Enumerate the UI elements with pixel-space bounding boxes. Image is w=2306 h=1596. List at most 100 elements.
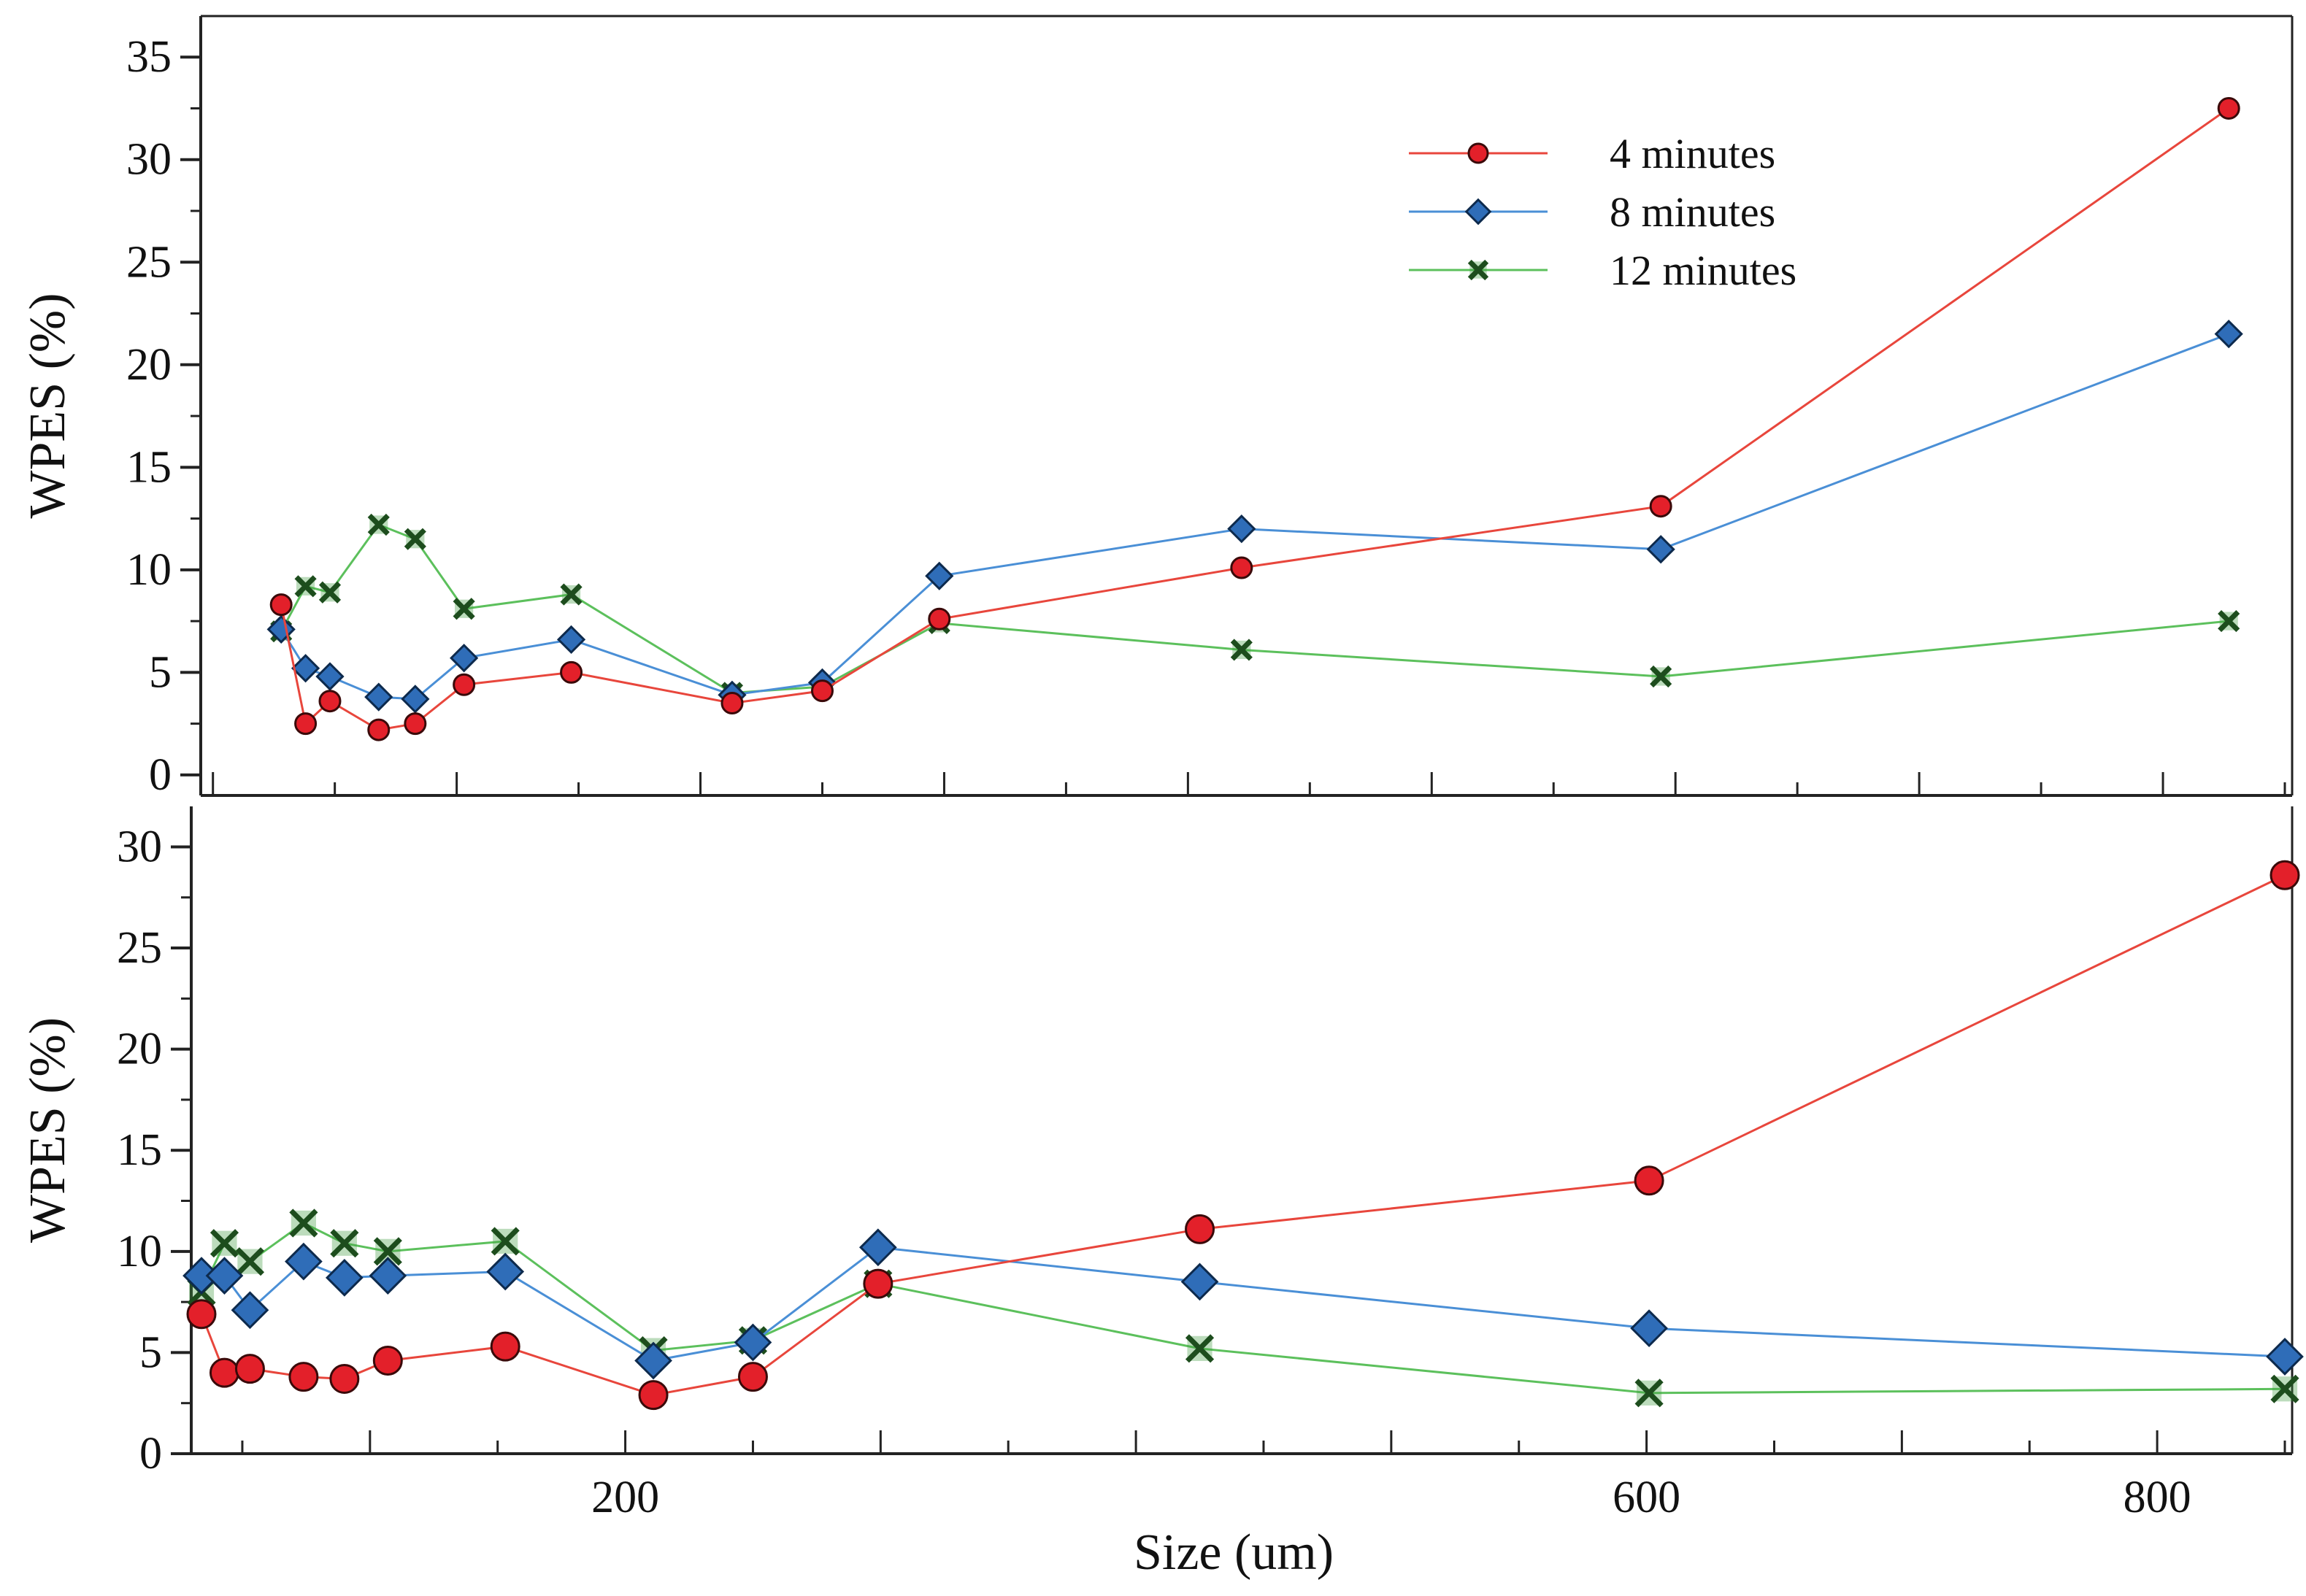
legend-item-red: 4 minutes xyxy=(1409,130,1775,177)
bottom-data-point-red xyxy=(186,1299,217,1330)
bottom-data-point-blue xyxy=(369,1257,407,1295)
top-y-tick-label: 30 xyxy=(126,135,172,185)
top-data-point-red xyxy=(560,660,583,684)
bottom-series-green xyxy=(187,1208,2299,1408)
bottom-data-point-green xyxy=(1185,1334,1215,1363)
bottom-series-red xyxy=(186,860,2300,1411)
x-tick-label: 200 xyxy=(591,1473,659,1522)
top-y-tick-label: 25 xyxy=(126,237,172,287)
legend-marker-blue xyxy=(1464,198,1492,225)
top-data-point-green xyxy=(404,528,426,550)
bottom-y-tick-label: 30 xyxy=(117,822,162,871)
bottom-y-tick-label: 15 xyxy=(117,1125,162,1175)
top-y-tick-label: 5 xyxy=(149,647,172,697)
top-data-point-blue xyxy=(556,625,586,655)
top-data-point-red xyxy=(294,712,318,736)
top-data-point-red xyxy=(1649,495,1672,518)
top-data-point-green xyxy=(1230,639,1253,661)
top-data-point-green xyxy=(2218,610,2240,633)
top-data-point-green xyxy=(453,598,475,620)
bottom-y-tick-label: 25 xyxy=(117,923,162,973)
top-data-point-blue xyxy=(291,654,320,683)
x-tick-label: 600 xyxy=(1613,1473,1680,1522)
top-data-point-blue xyxy=(450,644,479,673)
top-data-point-blue xyxy=(401,685,430,714)
top-data-point-red xyxy=(453,673,476,696)
x-tick-label: 800 xyxy=(2124,1473,2191,1522)
bottom-y-axis-label: WPES (%) xyxy=(20,1017,76,1243)
bottom-data-point-red xyxy=(329,1363,360,1394)
bottom-data-point-blue xyxy=(634,1341,672,1380)
bottom-data-point-red xyxy=(1185,1214,1215,1244)
top-y-tick-label: 20 xyxy=(126,340,172,390)
top-data-point-blue xyxy=(925,561,954,590)
top-data-point-green xyxy=(318,581,342,604)
bottom-y-tick-label: 10 xyxy=(117,1227,162,1276)
bottom-data-point-red xyxy=(638,1380,669,1411)
x-axis-label: Size (um) xyxy=(1134,1524,1334,1581)
legend-marker-green xyxy=(1467,259,1489,281)
bottom-data-point-blue xyxy=(858,1228,897,1267)
top-data-point-red xyxy=(367,718,391,741)
top-data-point-green xyxy=(560,583,583,606)
top-series-red xyxy=(269,96,2240,741)
bottom-panel: 0 5 10 15 20 25 30 200 600 800 WPES (%) Size (um) xyxy=(20,806,2304,1581)
top-series-blue xyxy=(266,320,2243,714)
top-data-point-red xyxy=(318,690,342,713)
bottom-series-line-red xyxy=(200,874,2286,1397)
legend-label: 4 minutes xyxy=(1610,130,1775,177)
bottom-data-point-red xyxy=(490,1331,520,1362)
top-data-point-blue xyxy=(1227,514,1256,544)
bottom-data-point-red xyxy=(234,1354,265,1384)
bottom-data-point-red xyxy=(288,1362,319,1392)
legend: 4 minutes 8 minutes 12 minutes xyxy=(1409,130,1796,294)
top-y-axis-label: WPES (%) xyxy=(20,293,76,518)
top-data-point-red xyxy=(720,692,744,715)
legend-item-blue: 8 minutes xyxy=(1409,188,1775,236)
top-data-point-blue xyxy=(315,662,345,691)
bottom-data-point-blue xyxy=(205,1257,244,1295)
bottom-series-blue xyxy=(182,1228,2304,1380)
top-data-point-red xyxy=(404,712,427,736)
top-data-point-green xyxy=(367,513,390,536)
bottom-data-point-blue xyxy=(734,1323,772,1362)
bottom-data-point-blue xyxy=(285,1242,323,1281)
top-data-point-blue xyxy=(1646,535,1675,564)
bottom-data-point-red xyxy=(737,1362,768,1392)
bottom-data-point-green xyxy=(289,1208,318,1238)
bottom-data-point-red xyxy=(863,1268,893,1299)
legend-marker-red xyxy=(1467,142,1489,164)
top-data-point-green xyxy=(294,575,317,598)
bottom-data-point-green xyxy=(491,1227,520,1256)
bottom-data-point-red xyxy=(209,1357,239,1388)
bottom-y-tick-label: 20 xyxy=(117,1025,162,1074)
bottom-data-point-red xyxy=(1634,1165,1664,1196)
top-data-point-red xyxy=(2217,96,2240,120)
bottom-data-point-green xyxy=(235,1247,265,1276)
top-data-point-red xyxy=(928,607,951,631)
top-data-point-red xyxy=(810,679,834,703)
legend-label: 12 minutes xyxy=(1610,247,1796,294)
bottom-data-point-blue xyxy=(231,1291,269,1330)
bottom-y-tick-label: 5 xyxy=(139,1327,162,1377)
bottom-data-point-blue xyxy=(325,1258,364,1297)
legend-label: 8 minutes xyxy=(1610,188,1775,236)
top-data-point-green xyxy=(1650,665,1672,688)
top-y-tick-label: 0 xyxy=(149,750,172,800)
top-data-point-blue xyxy=(2214,320,2243,349)
bottom-data-point-green xyxy=(2270,1374,2299,1403)
top-y-tick-label: 10 xyxy=(126,545,172,595)
top-y-tick-label: 15 xyxy=(126,442,172,492)
top-y-tick-label: 35 xyxy=(126,32,172,82)
bottom-data-point-blue xyxy=(1630,1309,1668,1348)
bottom-data-point-blue xyxy=(486,1252,525,1291)
bottom-data-point-green xyxy=(210,1229,239,1258)
bottom-data-point-blue xyxy=(1180,1262,1219,1301)
bottom-data-point-blue xyxy=(2266,1338,2304,1376)
top-panel: 0 5 10 15 20 25 30 35 WPES (%) xyxy=(20,15,2294,800)
bottom-data-point-red xyxy=(2270,860,2300,890)
top-data-point-red xyxy=(1230,556,1253,579)
bottom-y-tick-label: 0 xyxy=(139,1429,162,1479)
legend-item-green: 12 minutes xyxy=(1409,247,1796,294)
